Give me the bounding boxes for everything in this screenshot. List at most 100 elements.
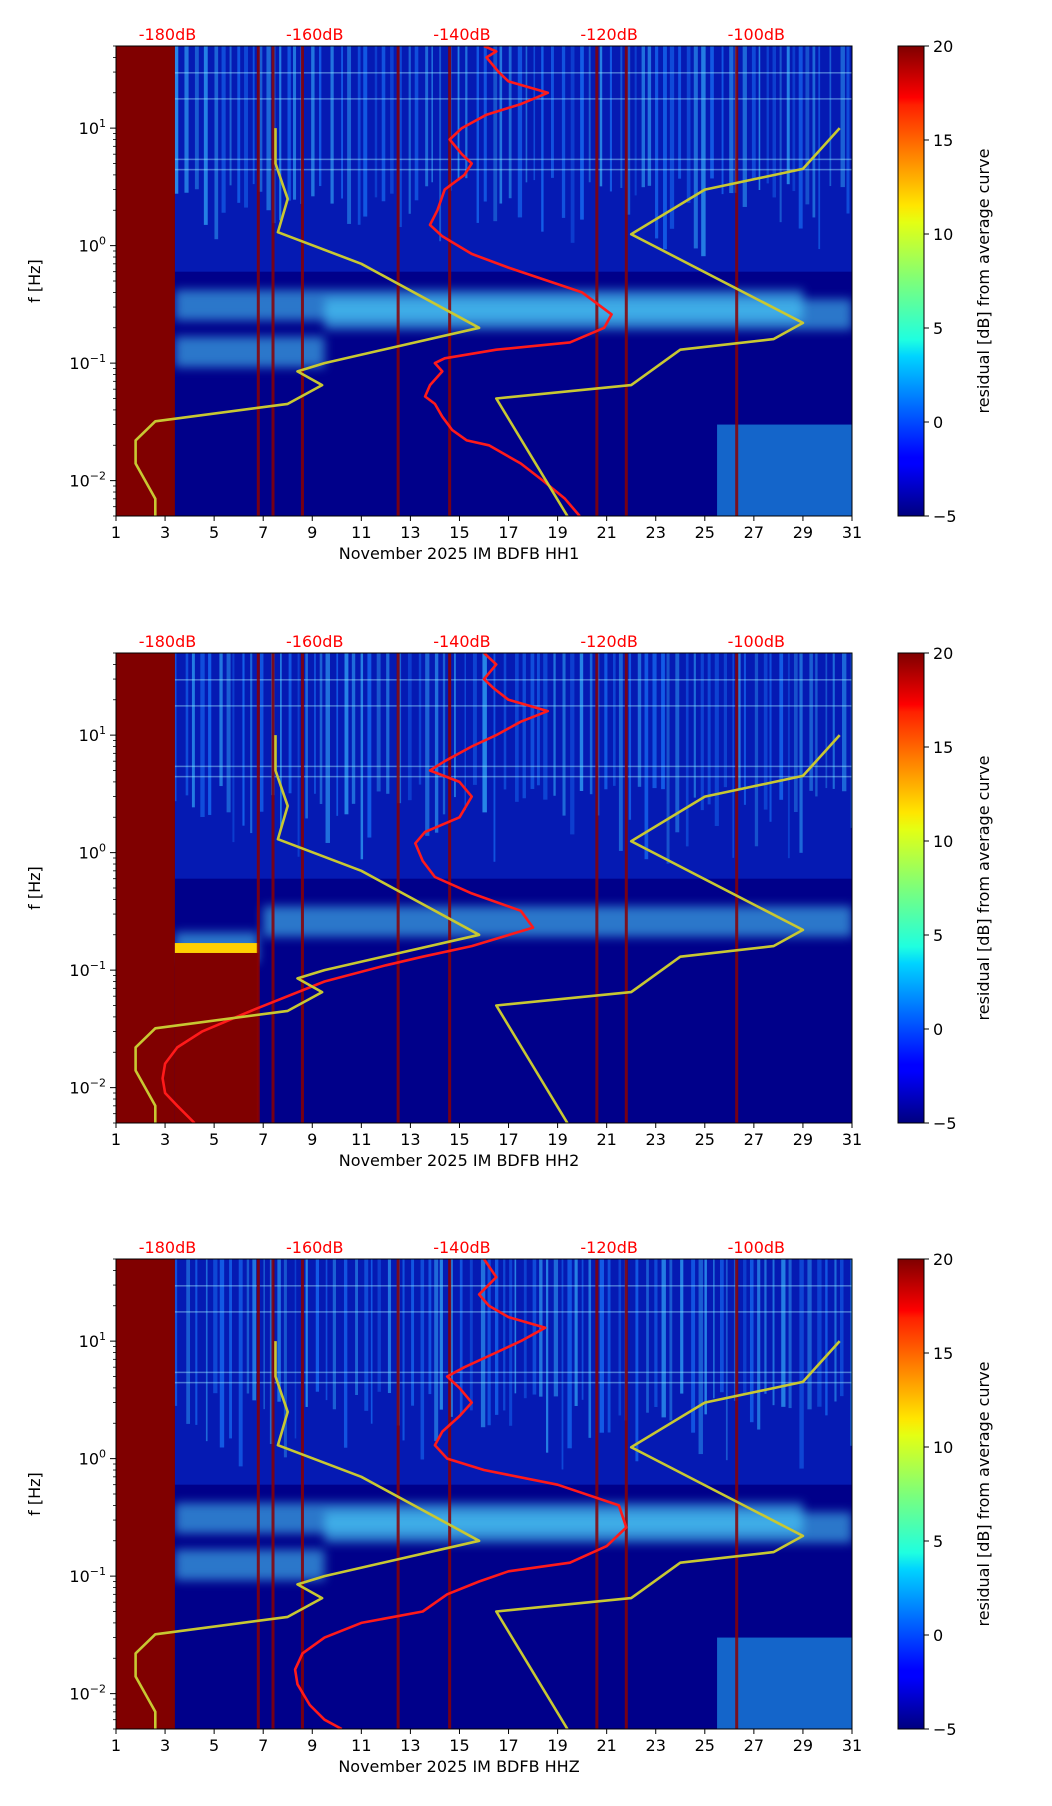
microseism-band [174, 1502, 803, 1534]
noise-streak [332, 1259, 336, 1410]
noise-streak [370, 1259, 373, 1424]
noise-streak [710, 46, 714, 179]
noise-streak [364, 1259, 369, 1411]
colorbar-label: residual [dB] from average curve [974, 756, 993, 1021]
noise-streak [357, 46, 361, 225]
noise-streak [763, 653, 768, 810]
noise-streak [263, 1259, 265, 1410]
noise-streak [634, 46, 637, 196]
noise-streak [318, 46, 322, 187]
noise-streak [280, 653, 282, 830]
tonal-line [174, 72, 852, 74]
microseism-band [174, 289, 803, 321]
noise-streak [464, 653, 467, 811]
noise-streak [242, 653, 245, 826]
noise-streak [522, 653, 526, 799]
noise-streak [618, 1259, 622, 1416]
noise-streak [769, 653, 772, 822]
noise-streak [250, 653, 253, 834]
x-axis-label: November 2025 IM BDFB HHZ [338, 1757, 579, 1776]
colorbar-tick-label: 20 [933, 644, 953, 663]
nlnm-curve [134, 1341, 481, 1729]
noise-streak [669, 46, 675, 229]
noise-streak [567, 1259, 572, 1449]
y-axis-label: f [Hz] [25, 259, 44, 303]
x-tick-label: 27 [744, 1130, 764, 1149]
x-tick-label: 15 [449, 523, 469, 542]
x-tick-label: 13 [400, 1130, 420, 1149]
noise-streak [279, 46, 282, 221]
noise-streak [701, 46, 706, 257]
noise-streak [288, 653, 292, 794]
noise-streak [757, 1259, 761, 1430]
noise-streak [842, 653, 847, 792]
noise-streak [834, 1259, 837, 1402]
noise-streak [277, 1259, 281, 1402]
noise-streak [454, 653, 456, 798]
noise-streak [850, 653, 852, 828]
noise-streak [336, 653, 339, 816]
noise-streak [377, 1259, 381, 1392]
noise-streak [732, 653, 735, 858]
gap-line [624, 46, 628, 516]
colorbar-tick-label: 15 [933, 738, 953, 757]
noise-streak [311, 46, 315, 197]
median-psd-curve [161, 653, 550, 1123]
gap-line [396, 46, 400, 516]
noise-streak [418, 653, 422, 785]
gap-line [595, 653, 599, 1123]
noise-streak [503, 653, 507, 790]
x-tick-label: 19 [547, 1130, 567, 1149]
noise-streak [341, 46, 343, 199]
noise-streak [758, 46, 761, 191]
noise-streak [742, 46, 747, 207]
noise-streak [431, 46, 433, 183]
noise-streak [779, 653, 784, 800]
noise-streak [200, 653, 205, 817]
x-tick-label: 25 [695, 1130, 715, 1149]
noise-streak [305, 653, 308, 819]
colorbar-tick-label: 5 [933, 926, 943, 945]
x-tick-label: 13 [400, 523, 420, 542]
noise-streak [195, 1259, 198, 1425]
lf-noise-block [717, 1637, 852, 1729]
noise-streak [244, 46, 249, 208]
noise-streak [539, 1259, 543, 1397]
noise-streak [465, 46, 468, 179]
tonal-line [174, 765, 852, 768]
noise-streak [561, 46, 566, 218]
noise-streak [721, 46, 724, 195]
noise-streak [618, 653, 623, 851]
tonal-line [174, 168, 852, 171]
noise-streak [208, 653, 212, 815]
no-data-region [116, 1259, 175, 1729]
nlnm-curve [134, 735, 481, 1123]
noise-streak [184, 46, 189, 193]
noise-streak [799, 653, 803, 853]
colorbar-tick-label: −5 [933, 507, 957, 526]
noise-streak [805, 46, 810, 205]
noise-streak [779, 46, 782, 223]
gap-line [595, 46, 599, 516]
y-axis-label: f [Hz] [25, 1472, 44, 1516]
y-axis-label: f [Hz] [25, 866, 44, 910]
gap-line [624, 1259, 628, 1729]
noise-streak [772, 46, 777, 198]
noise-streak [599, 1259, 604, 1433]
noise-streak [663, 46, 667, 250]
noise-streak [637, 653, 642, 787]
noise-streak [503, 1259, 506, 1411]
noise-streak [691, 1259, 696, 1433]
gap-line [448, 653, 452, 1123]
noise-streak [786, 46, 790, 185]
noise-streak [376, 653, 381, 792]
noise-streak [269, 1259, 273, 1445]
gap-line [300, 653, 304, 1123]
tonal-line [174, 98, 852, 100]
noise-streak [439, 1259, 443, 1410]
colorbar-tick-label: 15 [933, 131, 953, 150]
noise-streak [661, 653, 665, 790]
colorbar-tick-label: −5 [933, 1114, 957, 1133]
noise-streak [297, 653, 300, 857]
colorbar-frame [897, 45, 925, 517]
